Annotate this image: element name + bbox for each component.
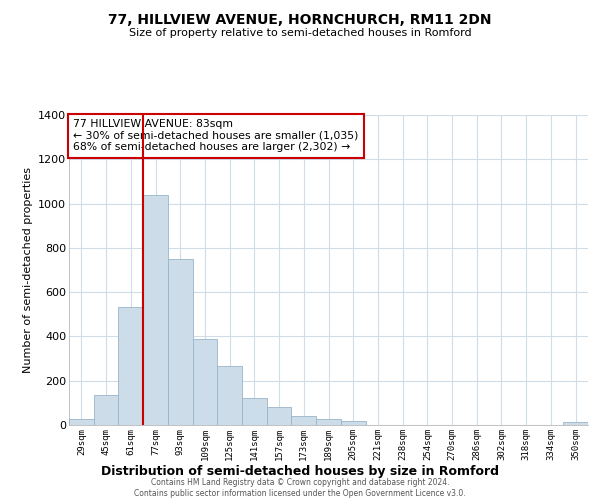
Bar [143, 194, 168, 425]
Text: 77 HILLVIEW AVENUE: 83sqm
← 30% of semi-detached houses are smaller (1,035)
68% : 77 HILLVIEW AVENUE: 83sqm ← 30% of semi-… [73, 119, 359, 152]
Bar [292, 416, 316, 425]
Bar [118, 306, 143, 425]
Bar [341, 421, 365, 425]
Text: Size of property relative to semi-detached houses in Romford: Size of property relative to semi-detach… [128, 28, 472, 38]
Bar [69, 419, 94, 425]
Bar [168, 259, 193, 425]
Bar [94, 395, 118, 425]
Y-axis label: Number of semi-detached properties: Number of semi-detached properties [23, 167, 32, 373]
Bar [563, 422, 588, 425]
Text: Distribution of semi-detached houses by size in Romford: Distribution of semi-detached houses by … [101, 465, 499, 478]
Bar [316, 419, 341, 425]
Text: Contains HM Land Registry data © Crown copyright and database right 2024.
Contai: Contains HM Land Registry data © Crown c… [134, 478, 466, 498]
Bar [267, 408, 292, 425]
Bar [242, 398, 267, 425]
Bar [217, 366, 242, 425]
Text: 77, HILLVIEW AVENUE, HORNCHURCH, RM11 2DN: 77, HILLVIEW AVENUE, HORNCHURCH, RM11 2D… [108, 12, 492, 26]
Bar [193, 338, 217, 425]
